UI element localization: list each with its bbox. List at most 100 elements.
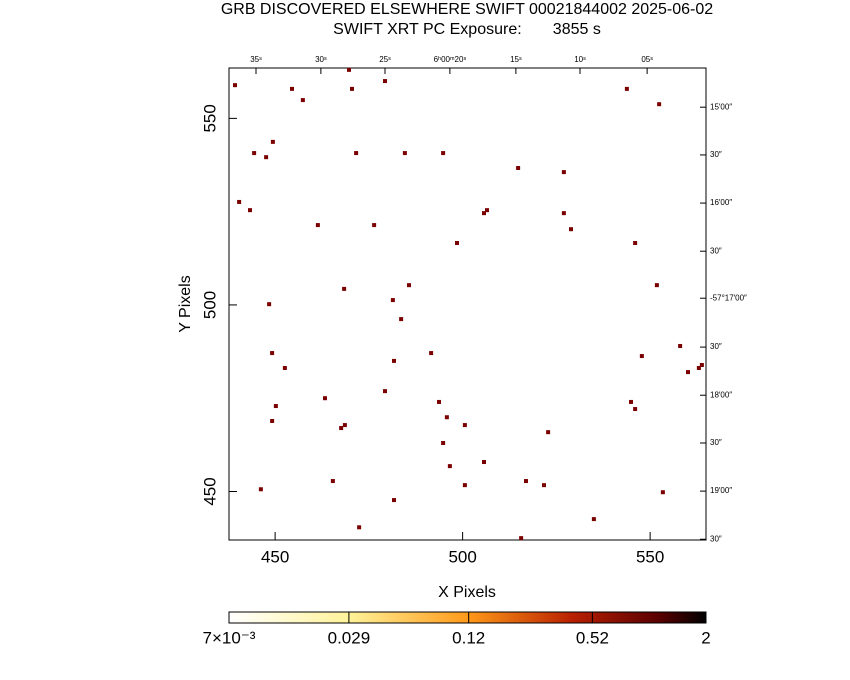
- pixel-count: [437, 399, 441, 404]
- pixel-count: [282, 365, 287, 370]
- pixel-count: [300, 98, 305, 103]
- x2-tick-label: 35ˢ: [250, 55, 262, 64]
- pixel-count: [546, 430, 551, 435]
- pixel-count: [267, 302, 272, 307]
- pixel-count: [323, 396, 327, 401]
- x2-tick-label: 6ʰ00ᵐ20ˢ: [434, 55, 467, 64]
- pixel-count: [290, 86, 294, 91]
- pixel-count: [372, 223, 377, 228]
- x-tick-label: 450: [261, 547, 289, 566]
- pixel-count: [273, 404, 278, 409]
- pixel-count: [392, 358, 396, 363]
- pixel-count: [383, 389, 387, 394]
- y2-tick-label: 19′00″: [710, 486, 732, 495]
- pixel-count: [402, 151, 407, 156]
- pixel-count: [392, 498, 396, 503]
- y-tick-label: 500: [200, 291, 219, 319]
- y2-tick-label: 30″: [710, 342, 722, 351]
- pixel-count: [657, 102, 662, 107]
- pixel-count: [270, 418, 275, 423]
- colorbar: [228, 611, 707, 624]
- y-tick-label: 450: [200, 477, 219, 505]
- pixel-count: [441, 151, 446, 156]
- y2-tick-label: 30″: [710, 534, 722, 543]
- y2-tick-label: 15′00″: [710, 102, 732, 111]
- pixel-count: [569, 227, 573, 232]
- x2-tick-label: 05ˢ: [641, 55, 653, 64]
- x2-tick-label: 25ˢ: [379, 55, 391, 64]
- y2-tick-label: 30″: [710, 438, 722, 447]
- pixel-count: [516, 165, 521, 170]
- pixel-count: [233, 83, 237, 88]
- pixel-count: [444, 415, 449, 420]
- y2-tick-label: 30″: [710, 246, 722, 255]
- pixel-count: [561, 170, 566, 175]
- pixel-count: [270, 351, 275, 356]
- colorbar-tick-label: 2: [701, 628, 710, 647]
- pixel-count: [342, 286, 347, 291]
- pixel-count: [633, 407, 638, 412]
- y-tick-label: 550: [200, 104, 219, 132]
- pixel-count: [678, 343, 683, 348]
- x-tick-label: 500: [448, 547, 476, 566]
- pixel-count: [342, 423, 347, 428]
- pixel-count: [429, 351, 434, 356]
- pixel-count: [399, 317, 404, 322]
- chart-title: GRB DISCOVERED ELSEWHERE SWIFT 000218440…: [221, 1, 713, 18]
- pixel-count: [633, 240, 638, 245]
- x-axis-label: X Pixels: [438, 584, 496, 601]
- pixel-count: [354, 151, 359, 156]
- colorbar-tick-label: 0.52: [576, 628, 609, 647]
- pixel-count: [629, 399, 633, 404]
- x2-tick-label: 30ˢ: [315, 55, 327, 64]
- pixel-count: [482, 211, 486, 216]
- pixel-count: [654, 283, 659, 288]
- pixel-count: [696, 365, 701, 370]
- pixel-count: [686, 370, 690, 375]
- pixel-count: [339, 426, 344, 431]
- pixel-count: [660, 490, 665, 495]
- colorbar-tick-label: 0.029: [328, 628, 371, 647]
- y2-tick-label: -57°17′00″: [710, 293, 747, 302]
- y2-tick-label: 18′00″: [710, 390, 732, 399]
- pixel-count: [482, 460, 486, 465]
- pixel-count: [561, 211, 566, 216]
- pixel-count: [624, 86, 629, 91]
- pixel-count: [248, 208, 252, 213]
- y-axis-label: Y Pixels: [177, 275, 194, 333]
- pixel-count: [519, 536, 524, 541]
- pixel-count: [357, 525, 362, 530]
- x2-tick-label: 10ˢ: [574, 55, 586, 64]
- pixel-count: [258, 487, 263, 492]
- pixel-count: [383, 79, 387, 84]
- colorbar-tick-label: 7×10⁻³: [203, 628, 256, 647]
- pixel-count: [390, 298, 395, 303]
- pixel-count: [524, 479, 528, 484]
- pixel-count: [441, 440, 446, 445]
- chart-subtitle: SWIFT XRT PC Exposure: 3855 s: [333, 21, 601, 38]
- pixel-count: [237, 199, 242, 204]
- pixel-count: [350, 86, 354, 91]
- pixel-count: [447, 464, 452, 469]
- x2-tick-label: 15ˢ: [510, 55, 522, 64]
- pixel-count: [542, 483, 546, 488]
- pixel-count: [462, 483, 467, 488]
- pixel-count: [407, 283, 411, 288]
- pixel-count: [639, 354, 644, 359]
- pixel-count: [347, 67, 351, 72]
- pixel-count: [485, 208, 489, 213]
- pixel-count: [252, 151, 257, 156]
- plot-frame: [228, 67, 707, 541]
- pixel-count: [315, 223, 320, 228]
- y2-tick-label: 16′00″: [710, 198, 732, 207]
- pixel-count: [591, 517, 596, 522]
- pixel-count: [270, 139, 275, 144]
- pixel-count: [699, 363, 704, 368]
- colorbar-tick-label: 0.12: [452, 628, 485, 647]
- pixel-count: [330, 479, 335, 484]
- pixel-count: [264, 155, 269, 160]
- pixel-count: [455, 240, 459, 245]
- x-tick-label: 550: [636, 547, 664, 566]
- pixel-count: [462, 423, 467, 428]
